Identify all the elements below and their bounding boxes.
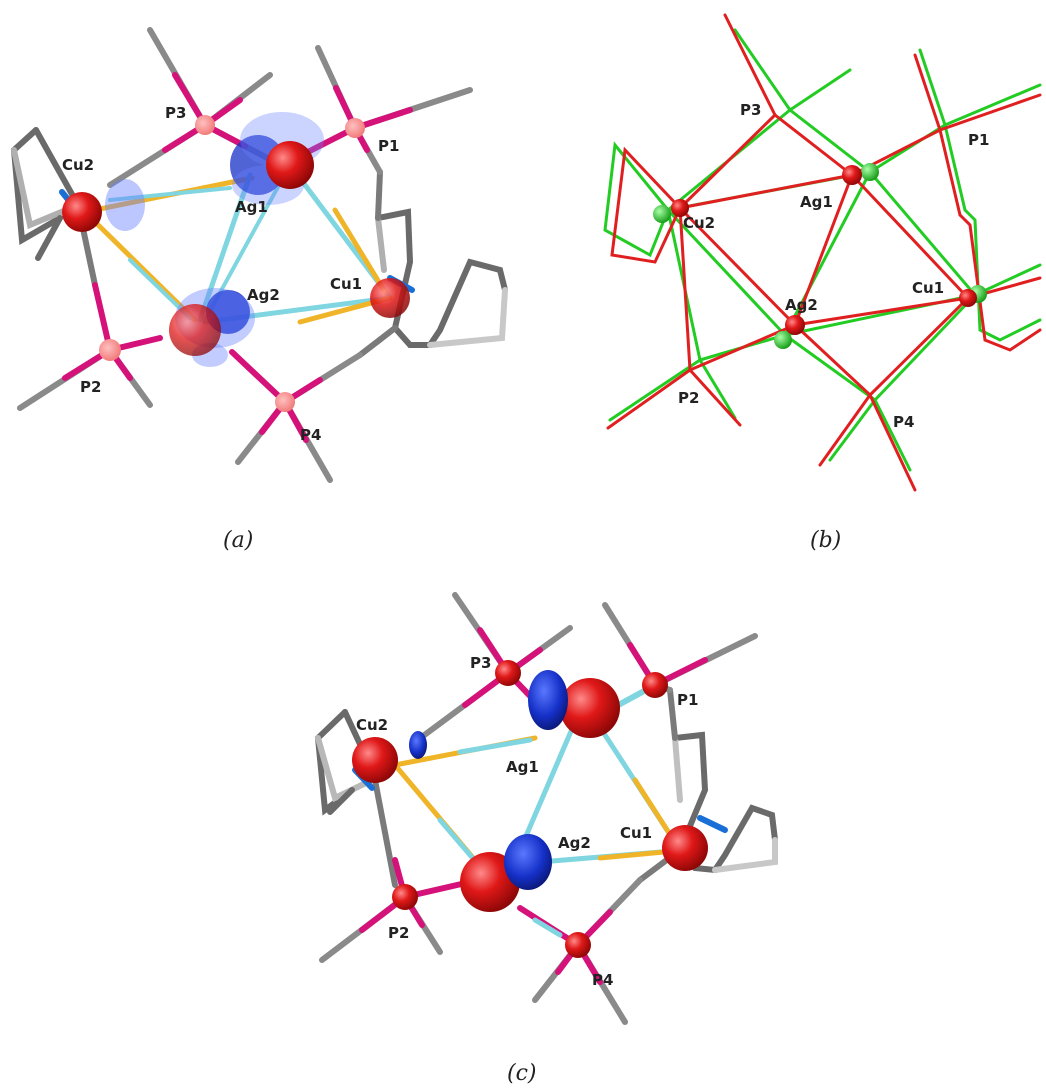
panel-b: P3 P1 Ag1 Cu2 Cu1 Ag2 P2 P4 (b) [603,13,1042,553]
atom-p3 [195,115,215,135]
atom-ag1-red [842,165,862,185]
atom-p4 [565,932,591,958]
atom-ag2-green [774,331,792,349]
nitrogen-bond [697,815,728,833]
label-ag2: Ag2 [247,286,280,304]
atom-ag1 [560,678,620,738]
label-p4: P4 [300,426,321,444]
atom-cu2 [352,737,398,783]
atom-p1 [642,672,668,698]
label-p2: P2 [678,389,699,407]
density-lobes [409,670,568,890]
atom-p2 [392,884,418,910]
caption-c: (c) [507,1061,537,1086]
carbon-framework [10,127,508,358]
label-p3: P3 [165,104,186,122]
label-ag2: Ag2 [558,834,591,852]
label-p1: P1 [677,691,698,709]
label-ag1: Ag1 [800,193,833,211]
label-p4: P4 [893,413,914,431]
atom-cu1 [370,278,410,318]
atom-p3 [495,660,521,686]
label-ag2: Ag2 [785,296,818,314]
atom-cu1 [662,825,708,871]
atom-ag2 [169,304,221,356]
atom-cu2 [62,192,102,232]
label-p3: P3 [740,101,761,119]
atom-ag1 [266,141,314,189]
label-p1: P1 [968,131,989,149]
label-ag1: Ag1 [506,758,539,776]
atom-ag2-red [785,315,805,335]
label-p4: P4 [592,971,613,989]
caption-a: (a) [223,528,253,553]
overlay-atoms [653,163,987,349]
label-p2: P2 [80,378,101,396]
label-ag1: Ag1 [235,198,268,216]
panel-c: P3 P1 Cu2 Ag1 Ag2 Cu1 P2 P4 (c) [314,592,778,1086]
atom-p1 [345,118,365,138]
atom-p2 [99,339,121,361]
label-cu2: Cu2 [683,214,715,232]
label-p1: P1 [378,137,399,155]
label-cu2: Cu2 [62,156,94,174]
caption-b: (b) [810,528,841,553]
atom-ag1-green [861,163,879,181]
atom-p4 [275,392,295,412]
label-cu2: Cu2 [356,716,388,734]
atom-cu2-green [653,205,671,223]
label-cu1: Cu1 [330,275,362,293]
label-cu1: Cu1 [620,824,652,842]
atom-cu1-red [959,289,977,307]
label-p3: P3 [470,654,491,672]
atom-cu2-red [671,199,689,217]
label-p2: P2 [388,924,409,942]
label-cu1: Cu1 [912,279,944,297]
panel-a: Cu2 Ag1 Ag2 Cu1 P1 P2 P3 P4 (a) [10,27,508,553]
